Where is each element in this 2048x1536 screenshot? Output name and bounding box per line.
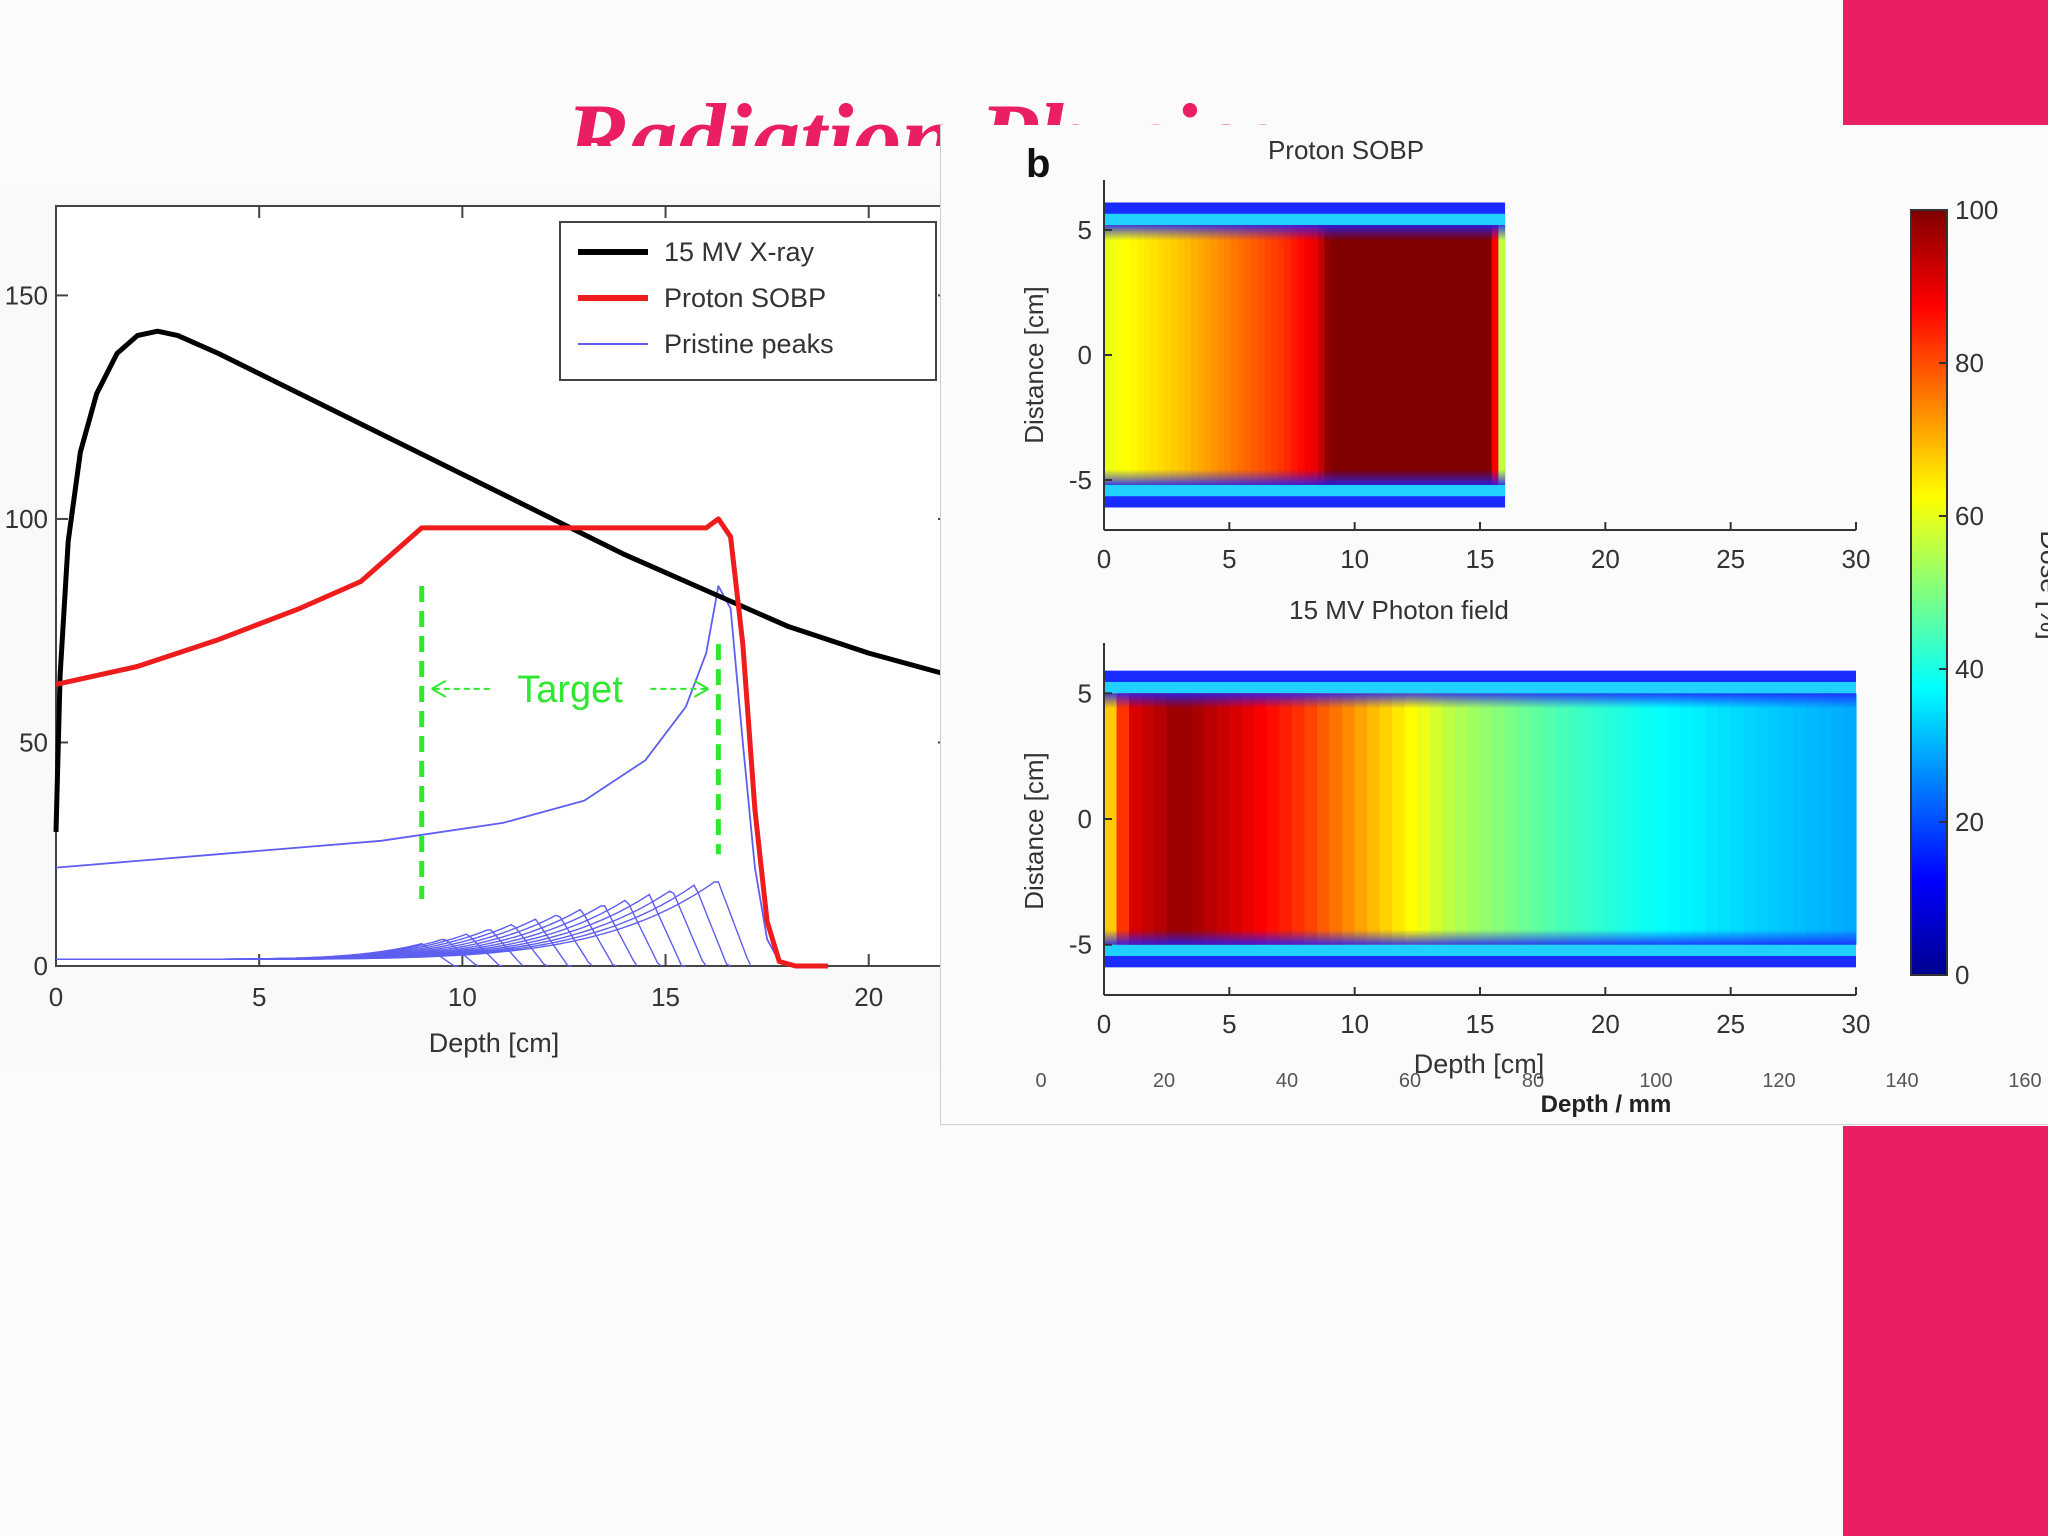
photon-y-axis-label: Distance [cm]: [1019, 752, 1049, 910]
x-tick-label: 30: [1842, 1009, 1871, 1039]
background-tick-label: 120: [1762, 1070, 1795, 1092]
y-tick-label: 5: [1078, 678, 1092, 708]
sobp-y-axis-label: Distance [cm]: [1019, 286, 1049, 444]
background-tick-label: 0: [1035, 1070, 1046, 1092]
y-tick-label: 5: [1078, 215, 1092, 245]
dose-distribution-chart: b Proton SOBP 15 MV Photon field 0 5 10 15 2…: [1019, 135, 2048, 1118]
colorbar-tick-label: 80: [1955, 348, 1984, 378]
y-tick-label: 50: [19, 727, 48, 757]
field-edge-shade: [1104, 225, 1506, 485]
colorbar-tick-label: 40: [1955, 654, 1984, 684]
background-tick-label: 60: [1399, 1070, 1421, 1092]
x-tick-label: 15: [651, 982, 680, 1012]
x-tick-label: 30: [1842, 544, 1871, 574]
background-tick-label: 160: [2008, 1070, 2041, 1092]
colorbar: [1910, 209, 1948, 976]
x-tick-label: 5: [1222, 544, 1236, 574]
x-tick-label: 10: [1340, 544, 1369, 574]
colorbar-tick-label: 100: [1955, 195, 1998, 225]
proton-sobp-title: Proton SOBP: [1268, 135, 1424, 165]
depth-dose-panel: 0 5 10 15 20 0 50 100 150 Target 15 MV X-ray Prot…: [0, 190, 960, 1070]
x-tick-label: 0: [49, 982, 63, 1012]
legend-entry: 15 MV X-ray: [664, 237, 815, 267]
field-edge-shade: [1104, 693, 1856, 945]
target-annotation: Target: [517, 669, 623, 711]
background-tick-label: 100: [1639, 1070, 1672, 1092]
colorbar-tick-label: 0: [1955, 960, 1969, 990]
background-tick-label: 80: [1522, 1070, 1544, 1092]
x-tick-label: 0: [1097, 1009, 1111, 1039]
x-tick-label: 5: [252, 982, 266, 1012]
y-tick-label: 100: [5, 504, 48, 534]
background-tick-label: 40: [1276, 1070, 1298, 1092]
x-tick-label: 0: [1097, 544, 1111, 574]
x-tick-label: 25: [1716, 1009, 1745, 1039]
accent-bar-top: [1843, 0, 2048, 128]
y-tick-label: 150: [5, 280, 48, 310]
x-tick-label: 5: [1222, 1009, 1236, 1039]
y-tick-label: 0: [34, 951, 48, 981]
x-tick-label: 25: [1716, 544, 1745, 574]
y-tick-label: 0: [1078, 340, 1092, 370]
y-tick-label: -5: [1069, 930, 1092, 960]
series-line-1: [55, 516, 829, 969]
legend-entry: Pristine peaks: [664, 329, 834, 359]
series-line-0: [53, 328, 951, 832]
depth-dose-chart: 0 5 10 15 20 0 50 100 150 Target 15 MV X-ray Prot…: [5, 205, 951, 1058]
x-tick-label: 15: [1466, 544, 1495, 574]
x-tick-label: 10: [448, 982, 477, 1012]
x-tick-label: 20: [854, 982, 883, 1012]
x-tick-label: 20: [1591, 544, 1620, 574]
photon-x-axis-label: Depth [cm]: [1414, 1049, 1545, 1079]
target-arrowhead-right: [693, 679, 709, 698]
y-tick-label: 0: [1078, 804, 1092, 834]
target-arrowhead-left: [431, 679, 447, 698]
colorbar-tick-label: 60: [1955, 501, 1984, 531]
background-tick-label: 20: [1153, 1070, 1175, 1092]
x-axis-label: Depth [cm]: [429, 1028, 560, 1058]
panel-label: b: [1026, 142, 1050, 186]
accent-bar-bottom: [1843, 1126, 2048, 1536]
dose-distribution-panel: b Proton SOBP 15 MV Photon field 0 5 10 15 2…: [940, 125, 2048, 1125]
x-tick-label: 20: [1591, 1009, 1620, 1039]
series-line-2: [55, 585, 796, 967]
legend-entry: Proton SOBP: [664, 283, 826, 313]
colorbar-tick-label: 20: [1955, 807, 1984, 837]
legend: 15 MV X-ray Proton SOBP Pristine peaks: [559, 221, 937, 381]
x-tick-label: 15: [1466, 1009, 1495, 1039]
photon-field-title: 15 MV Photon field: [1289, 595, 1509, 625]
background-axis-label: Depth / mm: [1541, 1091, 1672, 1118]
background-tick-label: 140: [1885, 1070, 1918, 1092]
x-tick-label: 10: [1340, 1009, 1369, 1039]
pristine-peak-curve: [56, 881, 752, 967]
colorbar-label: Dose [%]: [2035, 530, 2048, 640]
y-tick-label: -5: [1069, 465, 1092, 495]
